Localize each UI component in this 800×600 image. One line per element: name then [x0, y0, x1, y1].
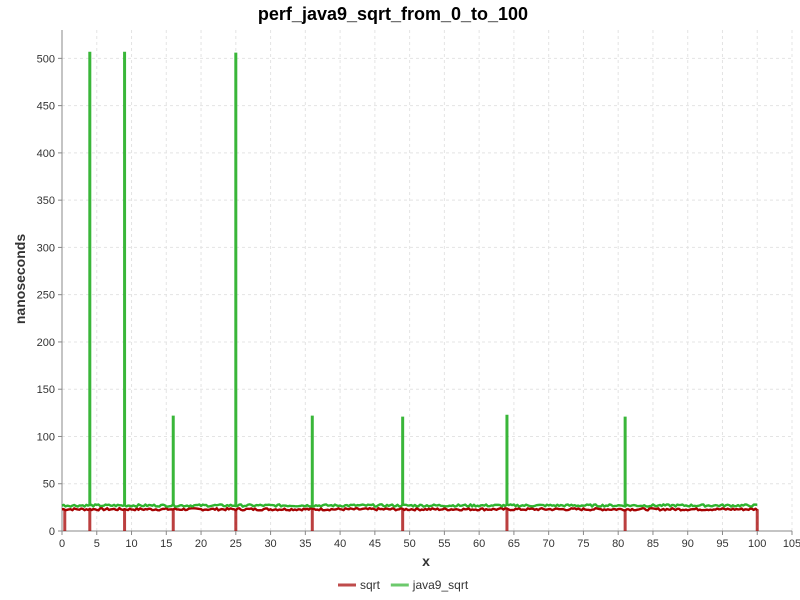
x-tick-label: 30 [264, 538, 276, 550]
x-tick-label: 40 [334, 538, 346, 550]
x-tick-label: 45 [369, 538, 381, 550]
x-tick-label: 10 [125, 538, 137, 550]
x-tick-label: 65 [508, 538, 520, 550]
legend-item: sqrt [338, 578, 381, 592]
legend-label: java9_sqrt [412, 578, 469, 592]
x-tick-label: 85 [647, 538, 659, 550]
y-tick-label: 200 [37, 337, 55, 349]
x-tick-label: 35 [299, 538, 311, 550]
x-tick-label: 5 [94, 538, 100, 550]
legend: sqrt java9_sqrt [338, 578, 469, 592]
x-tick-label: 90 [682, 538, 694, 550]
series-line [61, 503, 758, 508]
x-tick-label: 25 [230, 538, 242, 550]
x-tick-label: 75 [577, 538, 589, 550]
x-tick-label: 20 [195, 538, 207, 550]
chart-title: perf_java9_sqrt_from_0_to_100 [258, 4, 528, 24]
x-tick-label: 105 [783, 538, 800, 550]
y-tick-label: 250 [37, 290, 55, 302]
x-tick-label: 80 [612, 538, 624, 550]
y-tick-label: 500 [37, 53, 55, 65]
y-tick-label: 150 [37, 384, 55, 396]
x-tick-label: 95 [716, 538, 728, 550]
y-tick-label: 350 [37, 195, 55, 207]
y-tick-label: 300 [37, 242, 55, 254]
plot-area [61, 51, 759, 531]
series-sqrt [61, 506, 759, 531]
x-axis-label: x [422, 553, 430, 569]
series-line [61, 506, 758, 512]
x-tick-label: 60 [473, 538, 485, 550]
grid [61, 30, 793, 532]
y-tick-label: 0 [49, 526, 55, 538]
axes: 0 5 10 15 20 25 30 35 40 45 50 55 60 65 70 75 80 85 90 95 10… [37, 30, 800, 550]
y-tick-label: 50 [43, 479, 55, 491]
x-tick-label: 0 [59, 538, 65, 550]
y-tick-label: 400 [37, 148, 55, 160]
x-tick-label: 70 [543, 538, 555, 550]
legend-label: sqrt [360, 578, 381, 592]
legend-item: java9_sqrt [390, 578, 469, 592]
x-tick-label: 50 [403, 538, 415, 550]
x-tick-label: 100 [748, 538, 766, 550]
y-tick-label: 100 [37, 431, 55, 443]
y-tick-label: 450 [37, 101, 55, 113]
x-tick-label: 15 [160, 538, 172, 550]
series-java9_sqrt [61, 51, 758, 508]
y-axis-label: nanoseconds [12, 234, 28, 324]
x-tick-label: 55 [438, 538, 450, 550]
